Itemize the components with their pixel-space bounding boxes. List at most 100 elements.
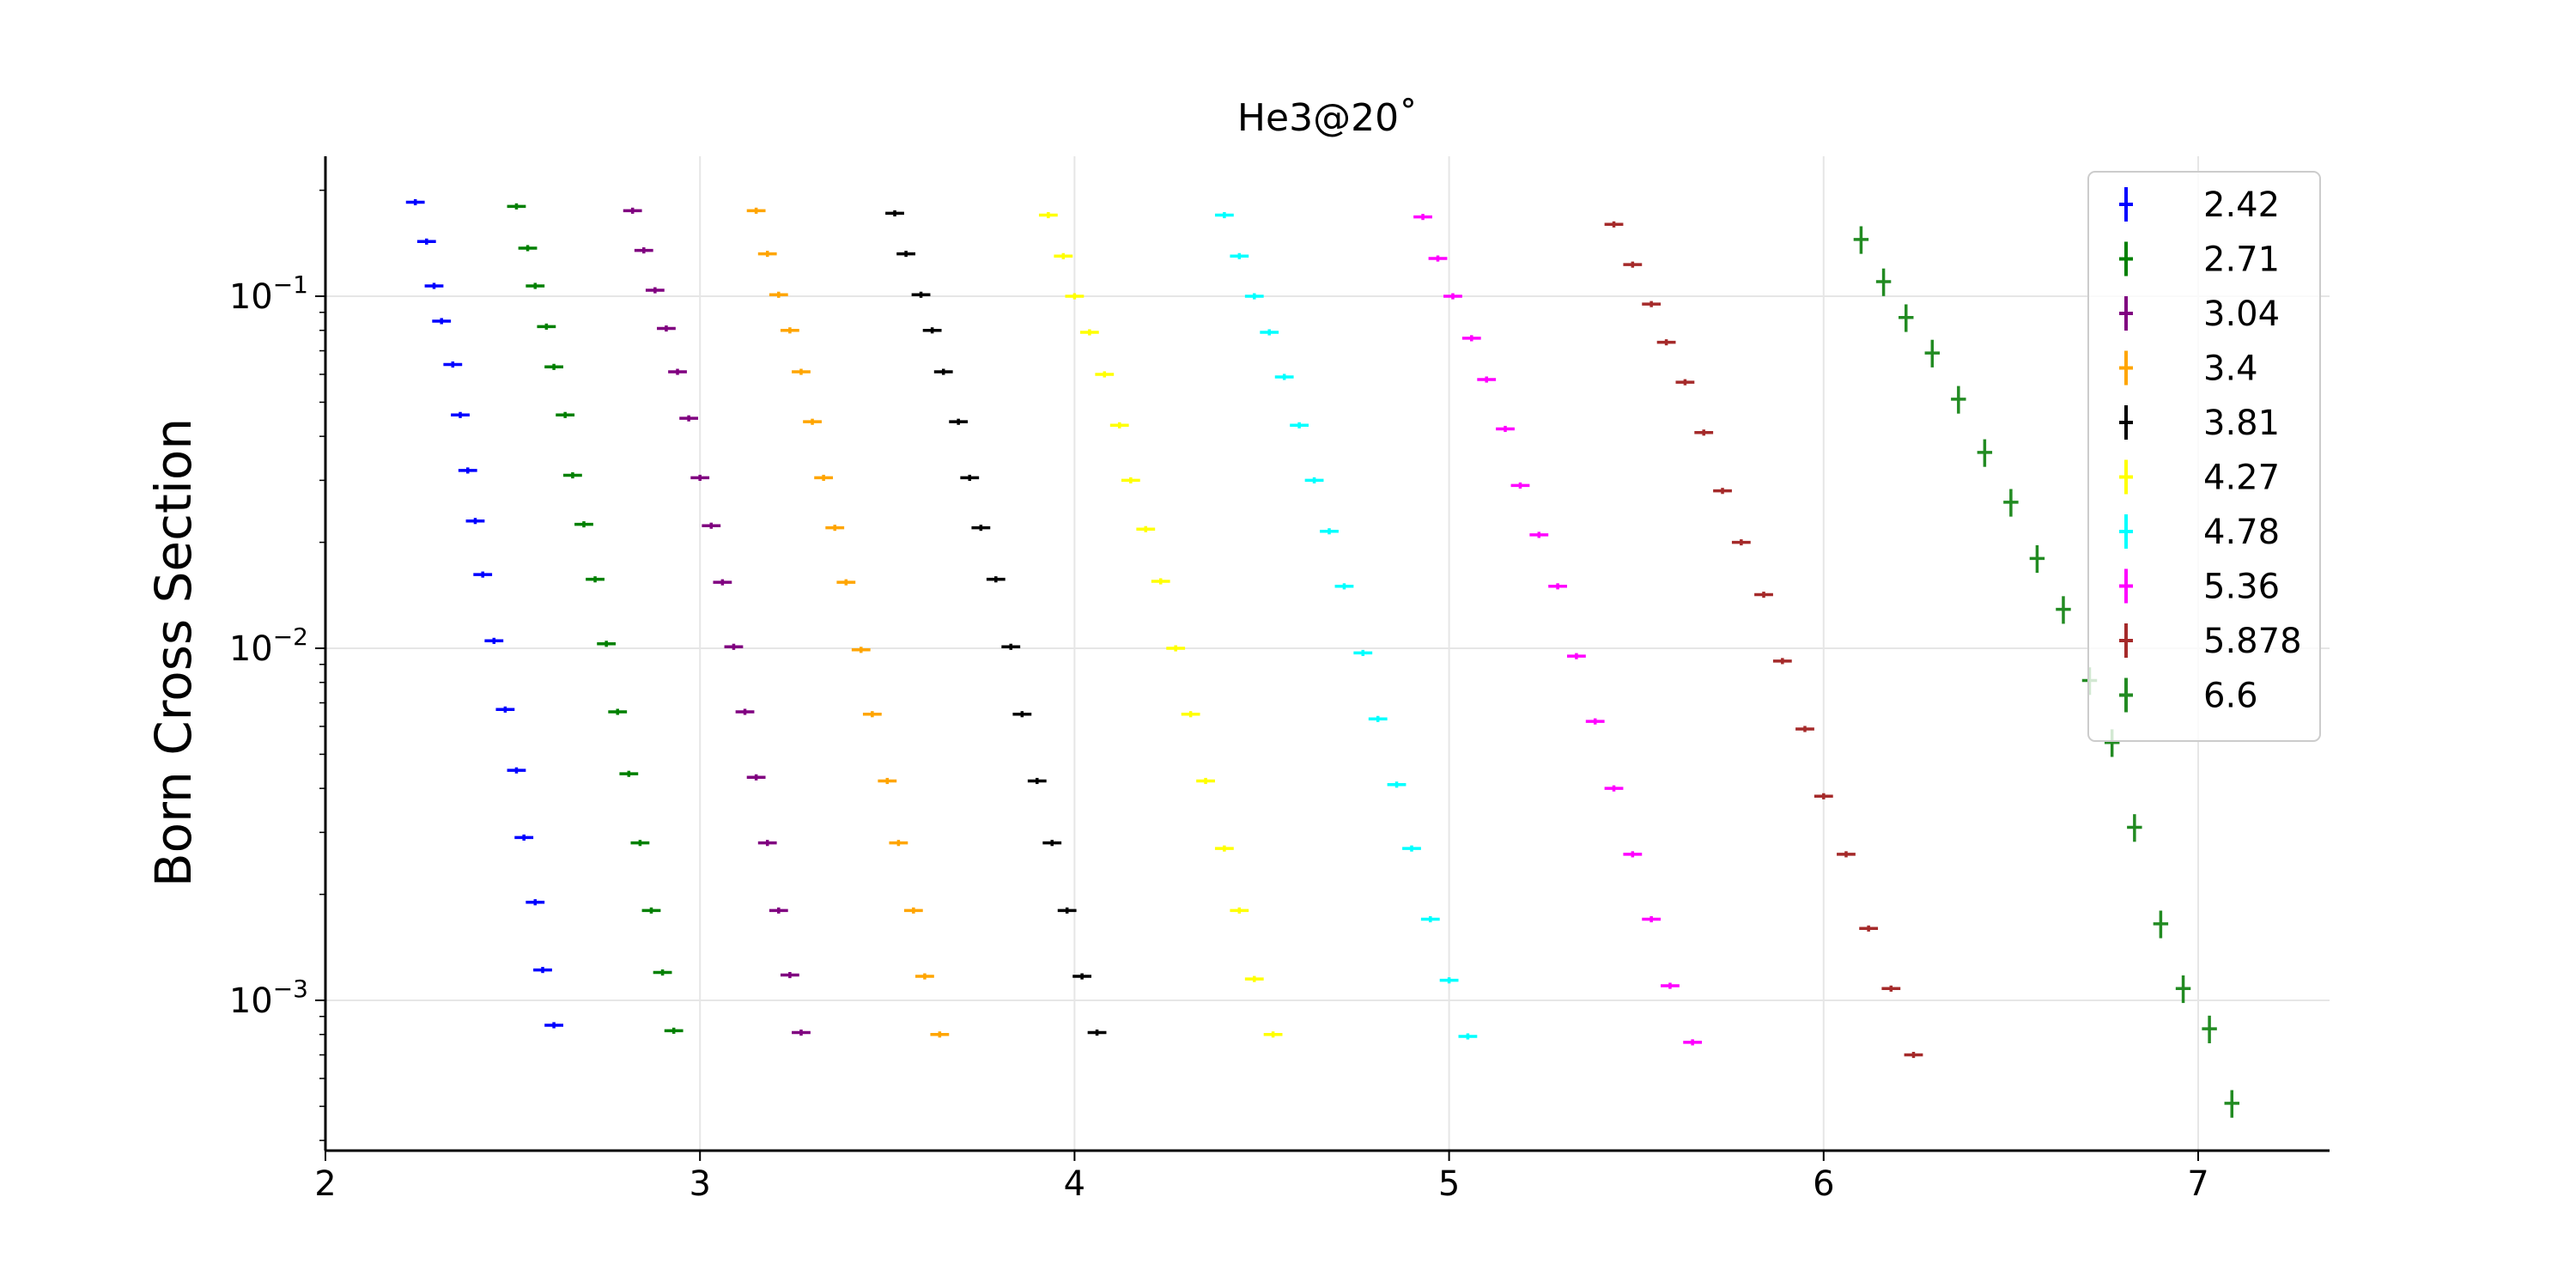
- data-point: [544, 363, 563, 370]
- data-point: [1496, 425, 1515, 433]
- data-point: [690, 474, 710, 482]
- y-tick-exponent: −2: [273, 623, 308, 651]
- data-point: [514, 834, 534, 841]
- data-point: [443, 361, 463, 368]
- data-point: [664, 1027, 683, 1034]
- data-point: [537, 323, 556, 330]
- data-point: [1057, 907, 1077, 914]
- data-point: [1443, 293, 1462, 300]
- data-point: [1675, 379, 1695, 386]
- data-point: [1731, 539, 1751, 546]
- data-point: [851, 647, 871, 653]
- legend-label: 3.81: [2203, 404, 2280, 443]
- data-point: [1181, 711, 1200, 718]
- data-point: [780, 327, 799, 334]
- data-point: [645, 287, 665, 294]
- data-point: [1853, 226, 1869, 254]
- y-axis-ticks: 10−110−210−3: [229, 189, 325, 1141]
- series-5.878: [1604, 221, 1923, 1059]
- data-point: [533, 967, 552, 974]
- data-point: [915, 973, 934, 980]
- y-tick-base: 10: [229, 277, 273, 317]
- data-point: [451, 411, 470, 418]
- data-point: [2153, 910, 2169, 939]
- data-point: [1368, 715, 1388, 722]
- data-point: [2056, 596, 2071, 624]
- data-point: [1151, 578, 1170, 585]
- series-3.81: [885, 210, 1107, 1036]
- data-point: [630, 840, 650, 847]
- data-point: [1567, 653, 1586, 659]
- data-point: [1683, 1039, 1703, 1046]
- data-point: [1121, 477, 1140, 483]
- data-point: [1214, 211, 1234, 219]
- legend-item: 4.27: [2119, 459, 2280, 498]
- data-point: [1604, 785, 1624, 792]
- data-point: [949, 418, 969, 425]
- y-tick-exponent: −1: [273, 270, 308, 299]
- data-point: [1859, 925, 1879, 932]
- data-point: [769, 907, 788, 914]
- legend-label: 6.6: [2203, 677, 2258, 716]
- data-point: [1814, 793, 1833, 799]
- data-point: [465, 518, 485, 525]
- legend-label: 4.27: [2203, 459, 2280, 498]
- data-point: [1439, 977, 1459, 984]
- data-point: [986, 576, 1005, 583]
- data-point: [1387, 781, 1406, 788]
- data-point: [556, 411, 575, 418]
- data-point: [432, 318, 452, 325]
- y-tick-label: 10−3: [229, 975, 308, 1021]
- data-point: [903, 907, 923, 914]
- data-point: [1924, 339, 1941, 368]
- x-tick-label: 4: [1064, 1164, 1085, 1204]
- data-point: [473, 571, 493, 578]
- series-4.27: [1038, 211, 1283, 1038]
- data-point: [1977, 439, 1993, 467]
- data-point: [2029, 544, 2045, 574]
- legend-item: 4.78: [2119, 513, 2280, 552]
- data-point: [484, 637, 504, 644]
- legend-label: 3.4: [2203, 349, 2258, 389]
- data-point: [1881, 985, 1901, 992]
- data-point: [1054, 252, 1073, 259]
- data-point: [896, 251, 916, 258]
- legend-label: 5.878: [2203, 622, 2302, 661]
- y-tick-label: 10−2: [229, 623, 308, 669]
- data-marks: [405, 198, 2239, 1118]
- data-point: [424, 283, 444, 289]
- data-point: [2175, 975, 2191, 1004]
- legend: 2.42 2.71 3.04 3.4 3.81 4.27 4.78 5.36 5.878 6.6: [2087, 171, 2321, 742]
- data-point: [1260, 329, 1279, 336]
- data-point: [911, 291, 931, 298]
- data-point: [1244, 975, 1264, 982]
- data-point: [405, 198, 425, 206]
- data-point: [1136, 526, 1156, 532]
- data-point: [526, 283, 545, 289]
- data-point: [922, 327, 942, 334]
- y-axis-label: Born Cross Section: [144, 418, 203, 887]
- data-point: [641, 907, 661, 914]
- data-point: [735, 708, 755, 715]
- data-point: [1428, 255, 1448, 262]
- data-point: [757, 251, 777, 258]
- series-2.42: [405, 198, 563, 1029]
- data-point: [2003, 489, 2019, 517]
- data-point: [862, 711, 882, 718]
- data-point: [1623, 851, 1643, 858]
- data-point: [416, 238, 436, 245]
- data-point: [1079, 329, 1099, 336]
- legend-label: 2.71: [2203, 240, 2280, 280]
- legend-label: 4.78: [2203, 513, 2280, 552]
- data-point: [746, 774, 766, 781]
- x-tick-label: 2: [314, 1164, 336, 1204]
- data-point: [518, 245, 538, 252]
- data-point: [507, 203, 526, 210]
- data-point: [1772, 658, 1792, 665]
- x-tick-label: 6: [1813, 1164, 1834, 1204]
- data-point: [1230, 252, 1249, 259]
- data-point: [1095, 371, 1115, 378]
- x-axis-ticks: 2 3 4 5 6 7: [314, 1151, 2209, 1204]
- y-tick-label: 10−1: [229, 270, 308, 317]
- data-point: [878, 777, 897, 785]
